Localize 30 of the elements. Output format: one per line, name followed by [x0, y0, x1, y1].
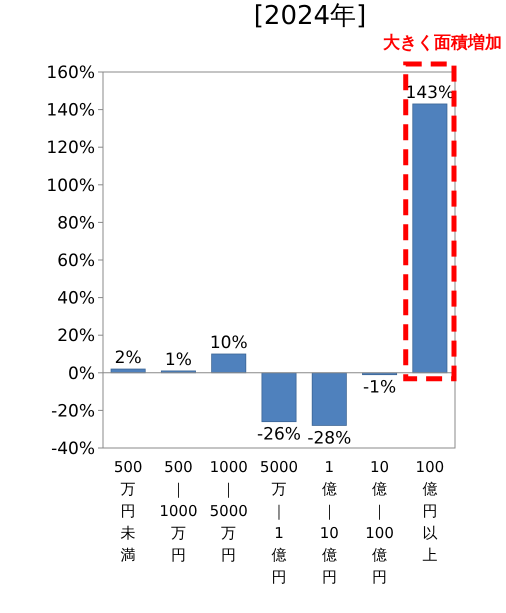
y-tick-label: 80%	[57, 213, 95, 234]
x-tick-label: 500｜1000万円	[159, 458, 198, 564]
data-label: -28%	[307, 428, 352, 448]
y-tick-label: 120%	[46, 138, 95, 158]
bar	[262, 372, 296, 422]
data-label: 2%	[114, 348, 142, 368]
x-tick-label: 1億｜10億円	[320, 458, 339, 586]
x-tick-label: 500万円未満	[114, 458, 142, 564]
data-label: 143%	[406, 82, 454, 103]
x-tick-label: 100億円以上	[416, 458, 444, 564]
data-label: -26%	[257, 424, 301, 445]
x-tick-label: 1000｜5000万円	[210, 458, 248, 564]
y-tick-label: 160%	[46, 63, 95, 83]
y-tick-label: 100%	[46, 176, 95, 196]
chart-title: [2024年]	[254, 1, 366, 31]
data-label: 1%	[164, 350, 192, 370]
y-tick-label: 140%	[46, 100, 95, 121]
y-tick-label: -40%	[51, 439, 95, 459]
text: 大きく面積増加	[383, 32, 502, 53]
data-label: -1%	[363, 378, 396, 398]
x-tick-label: 5000万｜1億円	[260, 458, 298, 586]
bar	[211, 354, 246, 374]
y-tick-label: -20%	[51, 401, 95, 422]
data-label: 10%	[210, 333, 248, 353]
x-tick-label: 10億｜100億円	[365, 458, 394, 586]
y-tick-label: 40%	[57, 288, 95, 309]
y-tick-label: 20%	[57, 326, 95, 346]
y-tick-label: 0%	[68, 364, 95, 384]
bar	[312, 372, 347, 426]
y-tick-label: 60%	[57, 251, 95, 271]
